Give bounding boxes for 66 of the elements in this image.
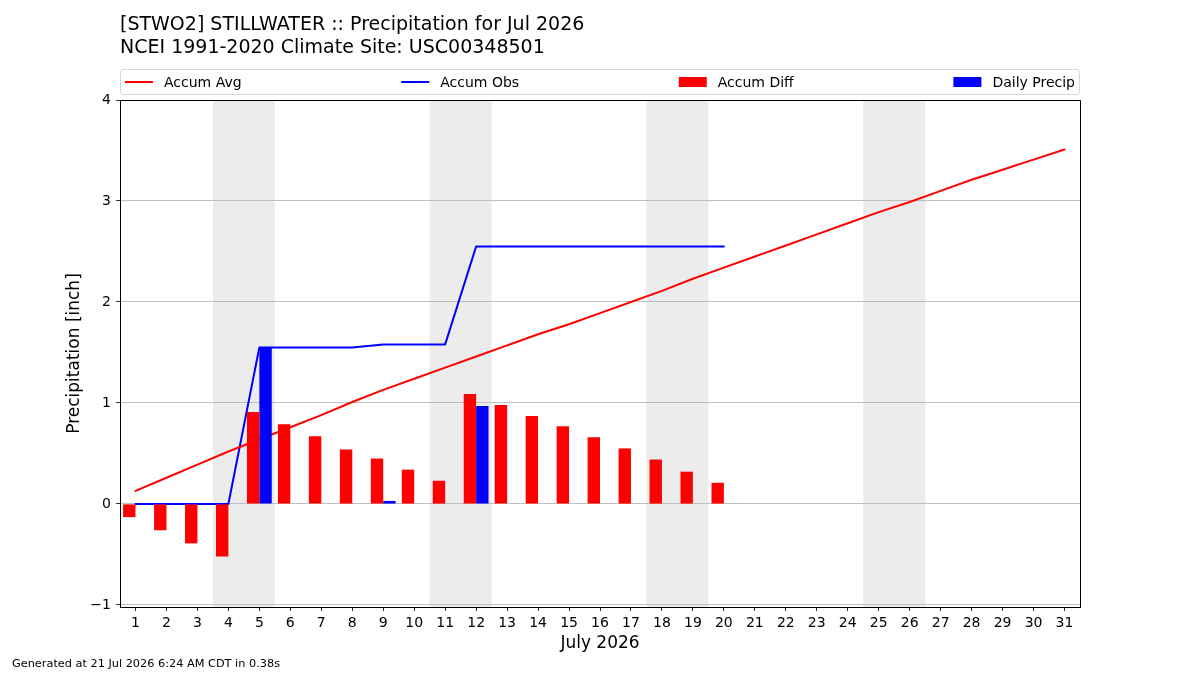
x-tick-label: 1 bbox=[131, 614, 140, 631]
y-tick-label: 3 bbox=[102, 191, 111, 208]
legend-label: Daily Precip bbox=[992, 73, 1076, 90]
x-tick-label: 11 bbox=[436, 614, 455, 631]
legend-label: Accum Obs bbox=[440, 73, 520, 90]
x-tick-label: 31 bbox=[1055, 614, 1074, 631]
x-tick-label: 20 bbox=[714, 614, 733, 631]
text: Generated at 21 Jul 2026 6:24 AM CDT in 0.38s bbox=[12, 657, 281, 671]
bar bbox=[123, 504, 136, 518]
x-tick-label: 9 bbox=[378, 614, 388, 631]
x-tick-label: 24 bbox=[838, 614, 857, 631]
y-axis-title: Precipitation [inch] bbox=[62, 273, 83, 434]
x-tick-label: 5 bbox=[254, 614, 264, 631]
x-tick-label: 6 bbox=[285, 614, 295, 631]
y-tick-label: 1 bbox=[102, 393, 111, 410]
bar bbox=[556, 426, 570, 504]
x-tick-label: 12 bbox=[467, 614, 486, 631]
y-tick-label: 2 bbox=[102, 292, 111, 309]
x-tick-label: 14 bbox=[529, 614, 548, 631]
bar bbox=[432, 480, 446, 504]
x-tick-label: 25 bbox=[869, 614, 888, 631]
bar bbox=[383, 500, 396, 504]
bar bbox=[587, 437, 600, 504]
bar bbox=[185, 504, 198, 544]
x-tick-label: 17 bbox=[622, 614, 640, 631]
x-tick-label: 13 bbox=[498, 614, 517, 631]
x-tick-label: 29 bbox=[993, 614, 1012, 631]
bar bbox=[649, 459, 662, 504]
bar bbox=[308, 436, 322, 504]
bar bbox=[618, 448, 631, 504]
x-tick-label: 27 bbox=[931, 614, 950, 631]
chart-subtitle: NCEI 1991-2020 Climate Site: USC00348501 bbox=[120, 35, 545, 57]
x-tick-label: 22 bbox=[776, 614, 795, 631]
bar bbox=[370, 458, 384, 504]
x-tick-label: 19 bbox=[683, 614, 702, 631]
x-tick-label: 21 bbox=[745, 614, 764, 631]
bar bbox=[463, 393, 477, 504]
x-tick-label: 15 bbox=[560, 614, 578, 631]
x-tick-label: 10 bbox=[405, 614, 424, 631]
x-tick-label: 4 bbox=[223, 614, 233, 631]
x-tick-label: 23 bbox=[807, 614, 826, 631]
x-tick-label: 30 bbox=[1024, 614, 1043, 631]
x-tick-label: 26 bbox=[900, 614, 919, 631]
bar bbox=[525, 416, 539, 504]
bar bbox=[401, 469, 415, 504]
x-tick-label: 2 bbox=[161, 614, 171, 631]
x-tick-label: 18 bbox=[653, 614, 671, 631]
x-tick-label: 16 bbox=[591, 614, 609, 631]
legend-label: Accum Avg bbox=[164, 73, 242, 90]
bar bbox=[339, 449, 353, 504]
chart-title: [STWO2] STILLWATER :: Precipitation for Jul 2026 bbox=[120, 12, 585, 34]
bar bbox=[154, 504, 167, 531]
bar bbox=[216, 504, 229, 557]
y-tick-label: 0 bbox=[102, 494, 111, 511]
bar bbox=[711, 482, 724, 504]
y-tick-label: −1 bbox=[90, 595, 111, 612]
bar bbox=[680, 471, 693, 504]
x-tick-label: 8 bbox=[347, 614, 357, 631]
x-axis-title: July 2026 bbox=[559, 632, 640, 653]
bar bbox=[494, 405, 508, 504]
x-tick-label: 3 bbox=[192, 614, 202, 631]
x-tick-label: 7 bbox=[316, 614, 326, 631]
x-tick-label: 28 bbox=[962, 614, 981, 631]
y-tick-label: 4 bbox=[102, 90, 112, 107]
bar bbox=[476, 406, 489, 504]
legend-label: Accum Diff bbox=[717, 73, 795, 90]
